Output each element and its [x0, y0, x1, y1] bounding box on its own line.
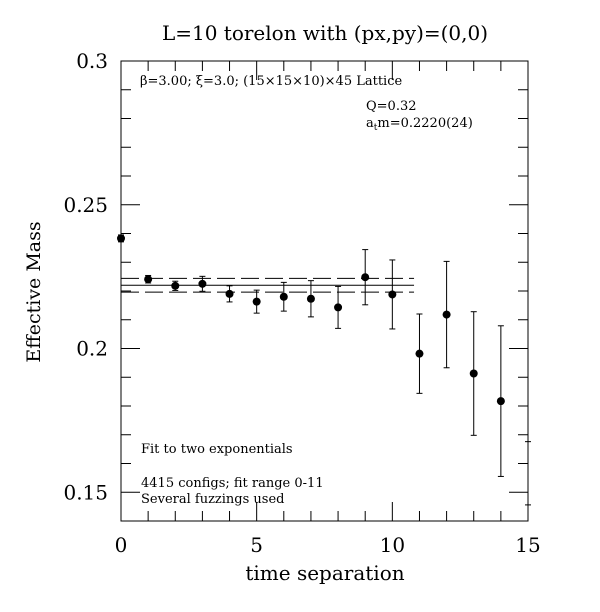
data-point — [198, 279, 207, 288]
data-point — [279, 292, 288, 301]
chart-title: L=10 torelon with (px,py)=(0,0) — [162, 21, 488, 45]
configs-annotation: 4415 configs; fit range 0-11 — [141, 476, 324, 491]
y-tick-label: 0.3 — [76, 49, 108, 73]
data-point — [225, 289, 234, 298]
x-tick-label: 0 — [115, 533, 128, 557]
x-tick-labels: 0 5 10 15 — [115, 533, 541, 557]
data-point — [334, 303, 343, 312]
x-tick-label: 10 — [380, 533, 405, 557]
data-point — [388, 290, 397, 299]
data-point — [117, 234, 125, 243]
data-point — [361, 273, 370, 282]
fuzzing-annotation: Several fuzzings used — [141, 492, 285, 507]
data-point — [252, 297, 261, 306]
fit-band — [121, 277, 415, 293]
y-tick-label: 0.2 — [76, 337, 108, 361]
x-axis-label: time separation — [245, 561, 404, 585]
y-tick-label: 0.25 — [63, 193, 108, 217]
data-point — [415, 349, 424, 358]
lattice-annotation: β=3.00; ξ=3.0; (15×15×10)×45 Lattice — [140, 74, 402, 89]
axis-ticks — [120, 60, 529, 522]
x-tick-label: 15 — [515, 533, 540, 557]
q-annotation: Q=0.32 — [366, 99, 417, 114]
data-point — [144, 275, 153, 284]
fit-type-annotation: Fit to two exponentials — [141, 442, 293, 457]
data-point — [469, 369, 478, 378]
x-tick-label: 5 — [250, 533, 263, 557]
data-point — [306, 294, 315, 303]
data-point — [442, 310, 451, 319]
y-axis-label: Effective Mass — [23, 221, 45, 362]
data-point — [171, 281, 180, 290]
y-tick-labels: 0.15 0.2 0.25 0.3 — [63, 49, 108, 504]
data-point — [496, 397, 505, 406]
y-tick-label: 0.15 — [63, 480, 108, 504]
data-points — [117, 234, 531, 506]
mass-annotation: atm=0.2220(24) — [366, 116, 473, 133]
